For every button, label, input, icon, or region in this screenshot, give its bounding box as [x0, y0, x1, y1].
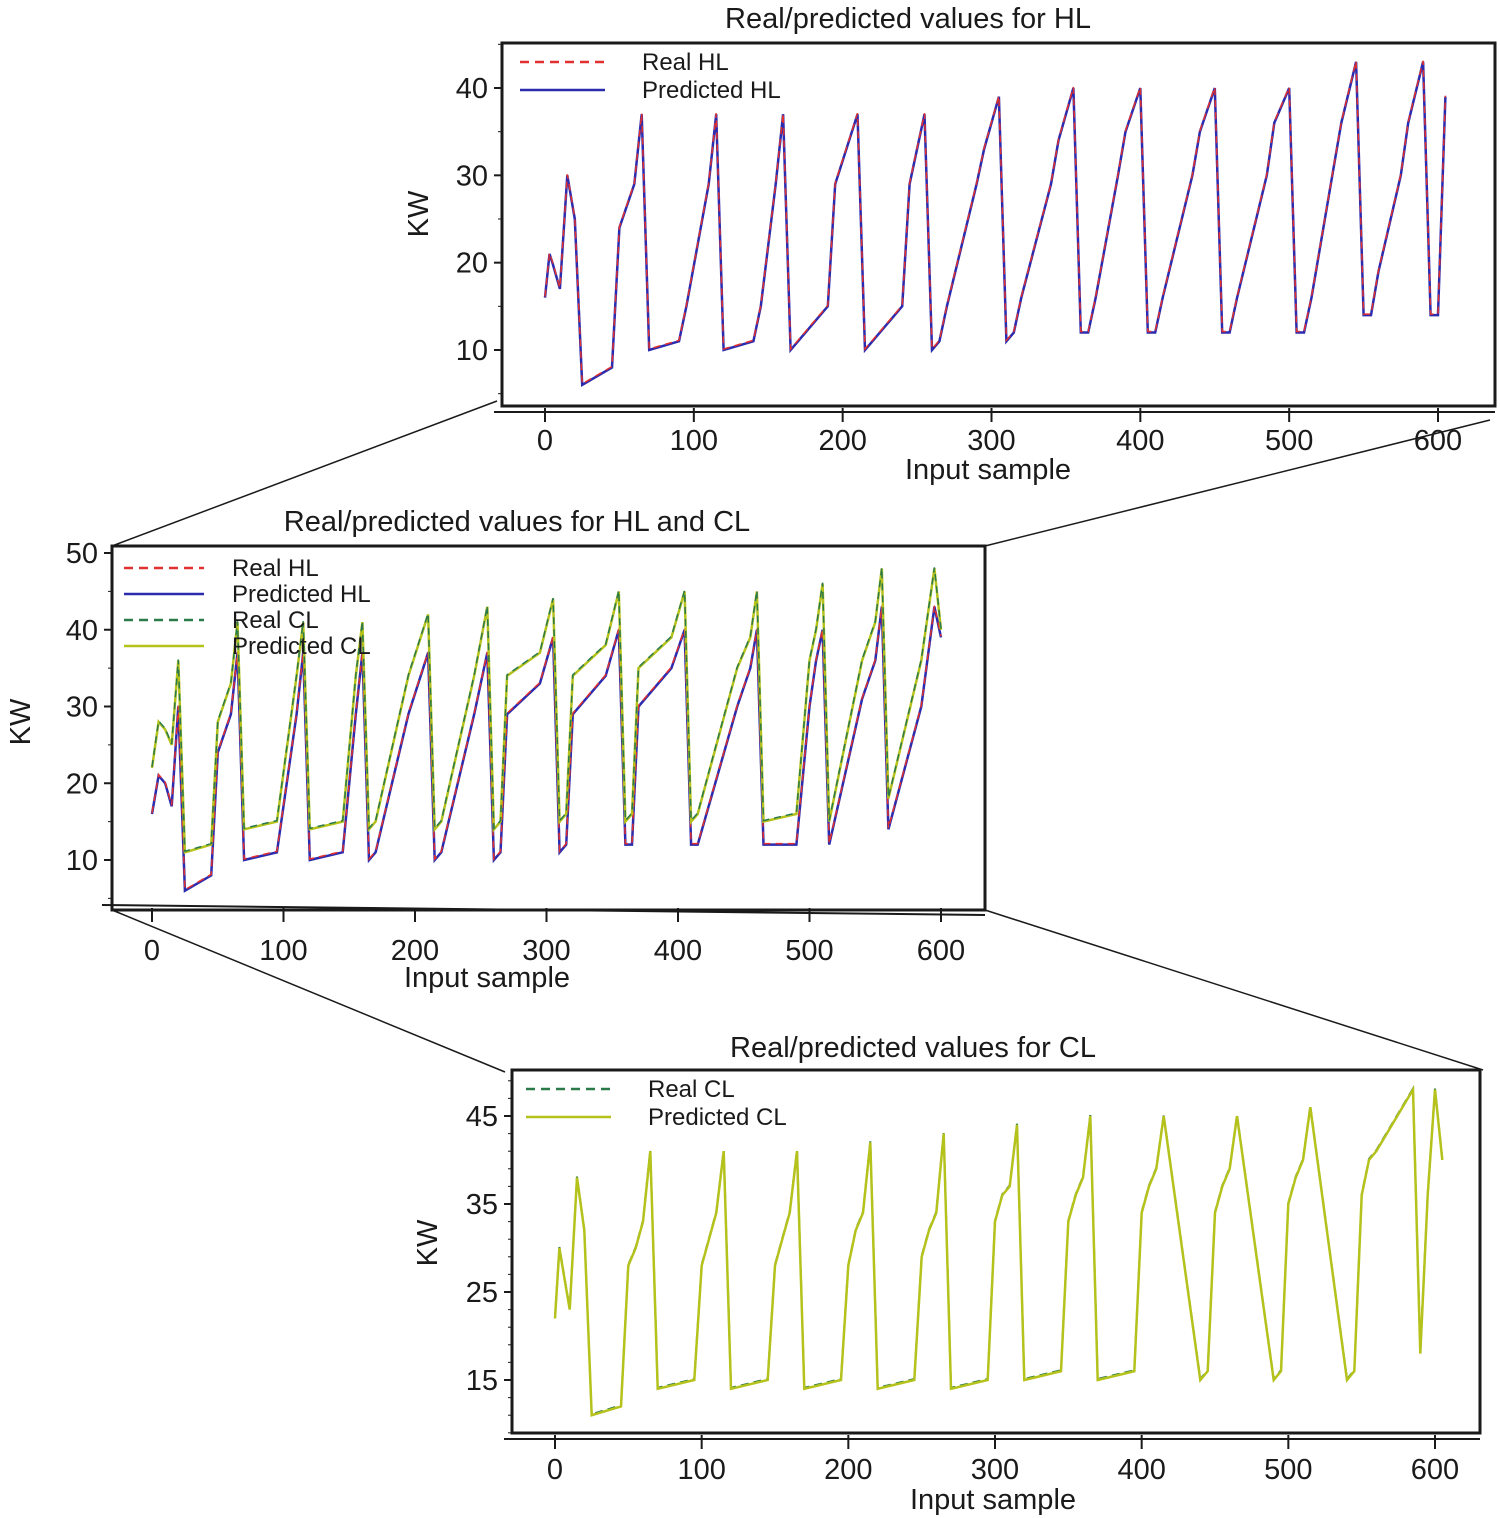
x-tick-label: 500	[785, 935, 833, 967]
series-real-hl	[544, 60, 1447, 386]
x-tick-label: 200	[818, 425, 866, 457]
x-tick-label: 500	[1264, 1454, 1312, 1486]
y-tick-label: 20	[456, 248, 488, 280]
x-tick-label: 400	[1116, 425, 1164, 457]
x-tick-label: 600	[1411, 1454, 1459, 1486]
legend-label-0: Real HL	[232, 555, 319, 582]
x-tick-label: 200	[824, 1454, 872, 1486]
plot-area	[553, 1085, 1444, 1417]
plot-frame	[510, 1068, 1482, 1435]
y-tick-label: 10	[456, 335, 488, 367]
chart-title: Real/predicted values for CL	[730, 1032, 1096, 1064]
plot-frame	[110, 544, 987, 912]
x-axis-label: Input sample	[905, 454, 1071, 486]
y-tick-label: 20	[66, 768, 98, 800]
x-tick-label: 400	[1117, 1454, 1165, 1486]
chart-title: Real/predicted values for HL and CL	[284, 506, 750, 538]
x-tick-label: 300	[971, 1454, 1019, 1486]
x-tick-label: 600	[1414, 425, 1462, 457]
x-tick-label: 600	[917, 935, 965, 967]
legend-label-3: Predicted CL	[232, 633, 371, 660]
cl-chart: Real/predicted values for CL Input sample…	[412, 1032, 1482, 1516]
zoom-connector-lines	[111, 400, 1491, 1073]
y-axis-label: KW	[412, 1219, 444, 1266]
legend-label-1: Predicted CL	[648, 1104, 787, 1131]
x-tick-label: 0	[144, 935, 160, 967]
x-tick-label: 200	[391, 935, 439, 967]
x-tick-label: 100	[259, 935, 307, 967]
x-axis-label: Input sample	[404, 962, 570, 994]
y-tick-label: 30	[66, 692, 98, 724]
y-axis-label: KW	[403, 190, 435, 237]
y-axis-label: KW	[5, 698, 37, 745]
y-tick-label: 35	[466, 1189, 498, 1221]
x-tick-label: 300	[967, 425, 1015, 457]
y-tick-label: 50	[66, 538, 98, 570]
hl-cl-chart: Real/predicted values for HL and CL Input…	[5, 506, 987, 994]
y-tick-label: 25	[466, 1277, 498, 1309]
legend-label-0: Real CL	[648, 1076, 735, 1103]
x-axis-line	[101, 904, 986, 916]
zoom-connector-line-0	[111, 400, 498, 547]
y-tick-label: 40	[456, 73, 488, 105]
legend-label-1: Predicted HL	[642, 77, 781, 104]
x-tick-label: 100	[670, 425, 718, 457]
y-tick-label: 45	[466, 1101, 498, 1133]
x-tick-label: 400	[654, 935, 702, 967]
x-tick-label: 0	[547, 1454, 563, 1486]
legend-label-1: Predicted HL	[232, 581, 371, 608]
series-predicted-cl	[553, 1085, 1444, 1417]
plot-area	[543, 60, 1447, 388]
x-tick-label: 300	[522, 935, 570, 967]
legend-label-0: Real HL	[642, 49, 729, 76]
zoom-connector-line-1	[984, 419, 1491, 547]
y-tick-label: 10	[66, 845, 98, 877]
x-axis-label: Input sample	[910, 1484, 1076, 1516]
x-tick-label: 100	[677, 1454, 725, 1486]
legend-label-2: Real CL	[232, 607, 319, 634]
chart-title: Real/predicted values for HL	[725, 3, 1091, 35]
x-tick-label: 0	[537, 425, 553, 457]
zoom-connector-line-2	[111, 909, 506, 1073]
y-tick-label: 40	[66, 615, 98, 647]
hl-chart: Real/predicted values for HL Input sample…	[403, 3, 1497, 486]
y-tick-label: 15	[466, 1365, 498, 1397]
zoom-connector-line-3	[984, 909, 1484, 1071]
plot-area	[150, 567, 943, 893]
y-tick-label: 30	[456, 160, 488, 192]
x-tick-label: 500	[1265, 425, 1313, 457]
